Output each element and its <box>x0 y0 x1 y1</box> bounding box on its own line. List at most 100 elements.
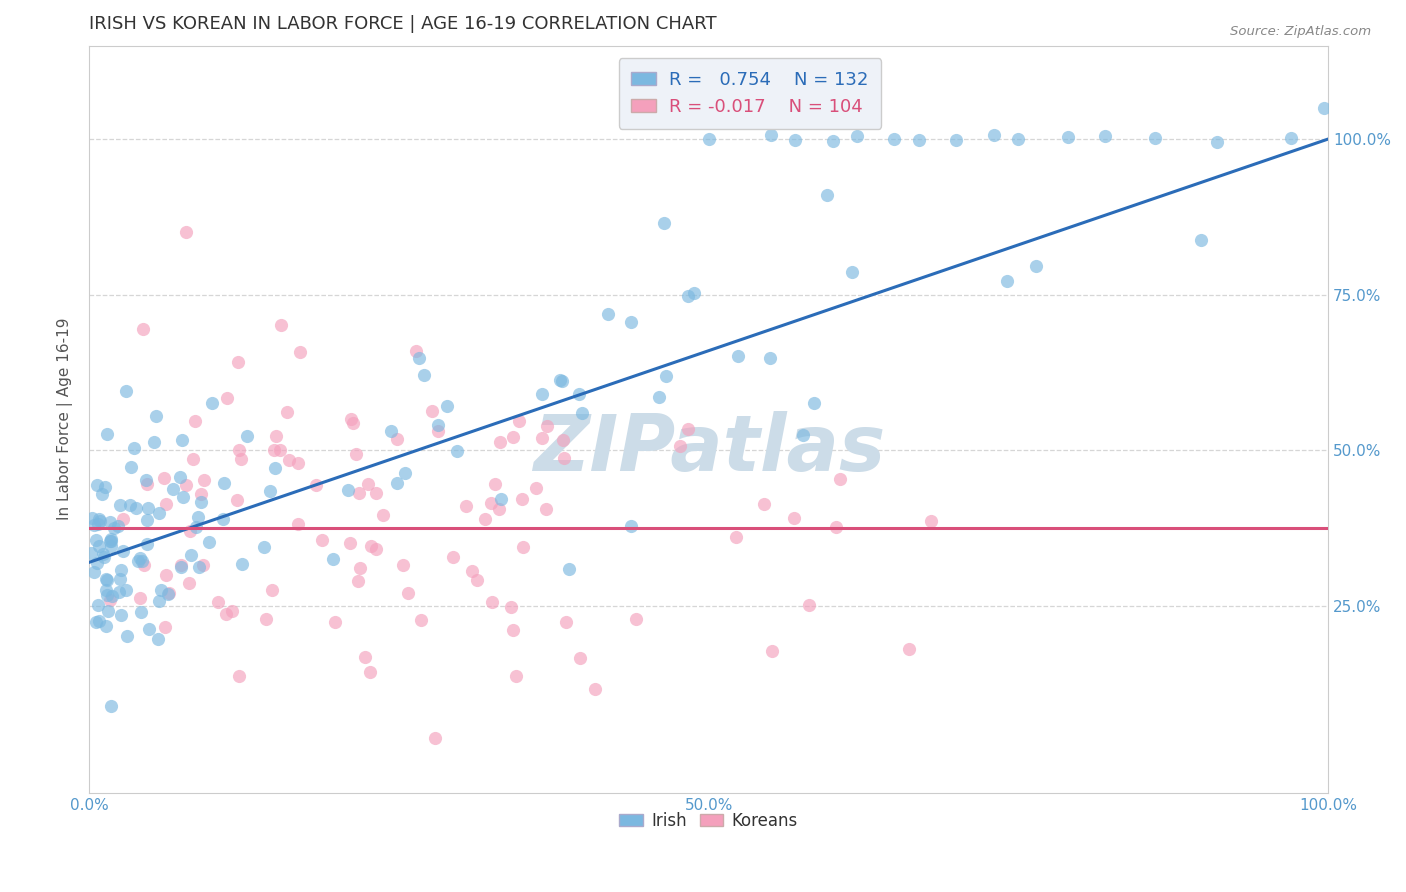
Irish <box>115 582 138 597</box>
Irish <box>945 133 967 147</box>
Koreans <box>347 486 370 500</box>
Koreans <box>481 595 503 609</box>
Koreans <box>228 443 250 458</box>
Irish <box>89 614 111 628</box>
Koreans <box>342 416 364 430</box>
Koreans <box>98 593 121 607</box>
Koreans <box>340 412 363 426</box>
Koreans <box>349 561 371 575</box>
Irish <box>107 519 129 533</box>
Koreans <box>405 343 427 358</box>
Irish <box>150 583 173 598</box>
Irish <box>156 587 179 601</box>
Irish <box>846 128 869 143</box>
Koreans <box>215 391 238 405</box>
Irish <box>446 443 468 458</box>
Koreans <box>153 620 176 634</box>
Irish <box>1025 259 1047 273</box>
Irish <box>620 518 643 533</box>
Koreans <box>501 599 523 614</box>
Irish <box>231 557 253 571</box>
Irish <box>198 534 221 549</box>
Koreans <box>783 510 806 524</box>
Koreans <box>155 497 177 511</box>
Koreans <box>183 451 205 466</box>
Koreans <box>193 473 215 487</box>
Koreans <box>505 669 527 683</box>
Koreans <box>305 478 328 492</box>
Koreans <box>392 558 415 573</box>
Koreans <box>484 477 506 491</box>
Irish <box>568 387 591 401</box>
Irish <box>86 615 108 630</box>
Koreans <box>264 428 287 442</box>
Irish <box>94 480 117 494</box>
Koreans <box>456 499 478 513</box>
Koreans <box>797 599 820 613</box>
Koreans <box>229 452 252 467</box>
Irish <box>236 428 259 442</box>
Irish <box>170 559 193 574</box>
Irish <box>136 501 159 516</box>
Koreans <box>155 567 177 582</box>
Koreans <box>676 422 699 436</box>
Koreans <box>254 612 277 626</box>
Irish <box>101 589 124 603</box>
Koreans <box>179 524 201 538</box>
Irish <box>91 487 114 501</box>
Koreans <box>508 414 530 428</box>
Irish <box>648 390 671 404</box>
Irish <box>86 477 108 491</box>
Koreans <box>270 318 292 333</box>
Irish <box>103 521 125 535</box>
Koreans <box>830 472 852 486</box>
Koreans <box>278 453 301 467</box>
Irish <box>96 427 118 442</box>
Irish <box>145 409 167 424</box>
Irish <box>426 418 449 433</box>
Irish <box>803 395 825 409</box>
Irish <box>110 498 132 512</box>
Koreans <box>323 615 346 629</box>
Irish <box>436 399 458 413</box>
Text: IRISH VS KOREAN IN LABOR FORCE | AGE 16-19 CORRELATION CHART: IRISH VS KOREAN IN LABOR FORCE | AGE 16-… <box>89 15 717 33</box>
Irish <box>117 629 139 643</box>
Irish <box>212 475 235 490</box>
Irish <box>557 562 579 576</box>
Irish <box>96 588 118 602</box>
Irish <box>108 572 131 586</box>
Irish <box>172 491 194 505</box>
Koreans <box>136 476 159 491</box>
Irish <box>100 698 122 713</box>
Irish <box>128 551 150 566</box>
Irish <box>1143 130 1166 145</box>
Irish <box>96 573 118 587</box>
Koreans <box>366 541 388 556</box>
Koreans <box>176 478 198 492</box>
Koreans <box>761 644 783 658</box>
Koreans <box>411 613 433 627</box>
Irish <box>148 506 170 520</box>
Irish <box>80 546 103 560</box>
Koreans <box>339 536 361 550</box>
Koreans <box>553 450 575 465</box>
Text: ZIPatlas: ZIPatlas <box>533 411 884 487</box>
Koreans <box>191 558 214 573</box>
Irish <box>138 623 160 637</box>
Irish <box>380 424 402 438</box>
Koreans <box>269 442 291 457</box>
Koreans <box>366 486 388 500</box>
Irish <box>87 539 110 553</box>
Irish <box>259 484 281 499</box>
Koreans <box>226 493 249 508</box>
Irish <box>110 607 132 622</box>
Koreans <box>174 226 197 240</box>
Irish <box>785 133 807 147</box>
Koreans <box>290 345 312 359</box>
Irish <box>96 618 118 632</box>
Koreans <box>190 487 212 501</box>
Irish <box>172 433 194 447</box>
Irish <box>110 563 132 577</box>
Koreans <box>502 623 524 637</box>
Irish <box>1205 136 1227 150</box>
